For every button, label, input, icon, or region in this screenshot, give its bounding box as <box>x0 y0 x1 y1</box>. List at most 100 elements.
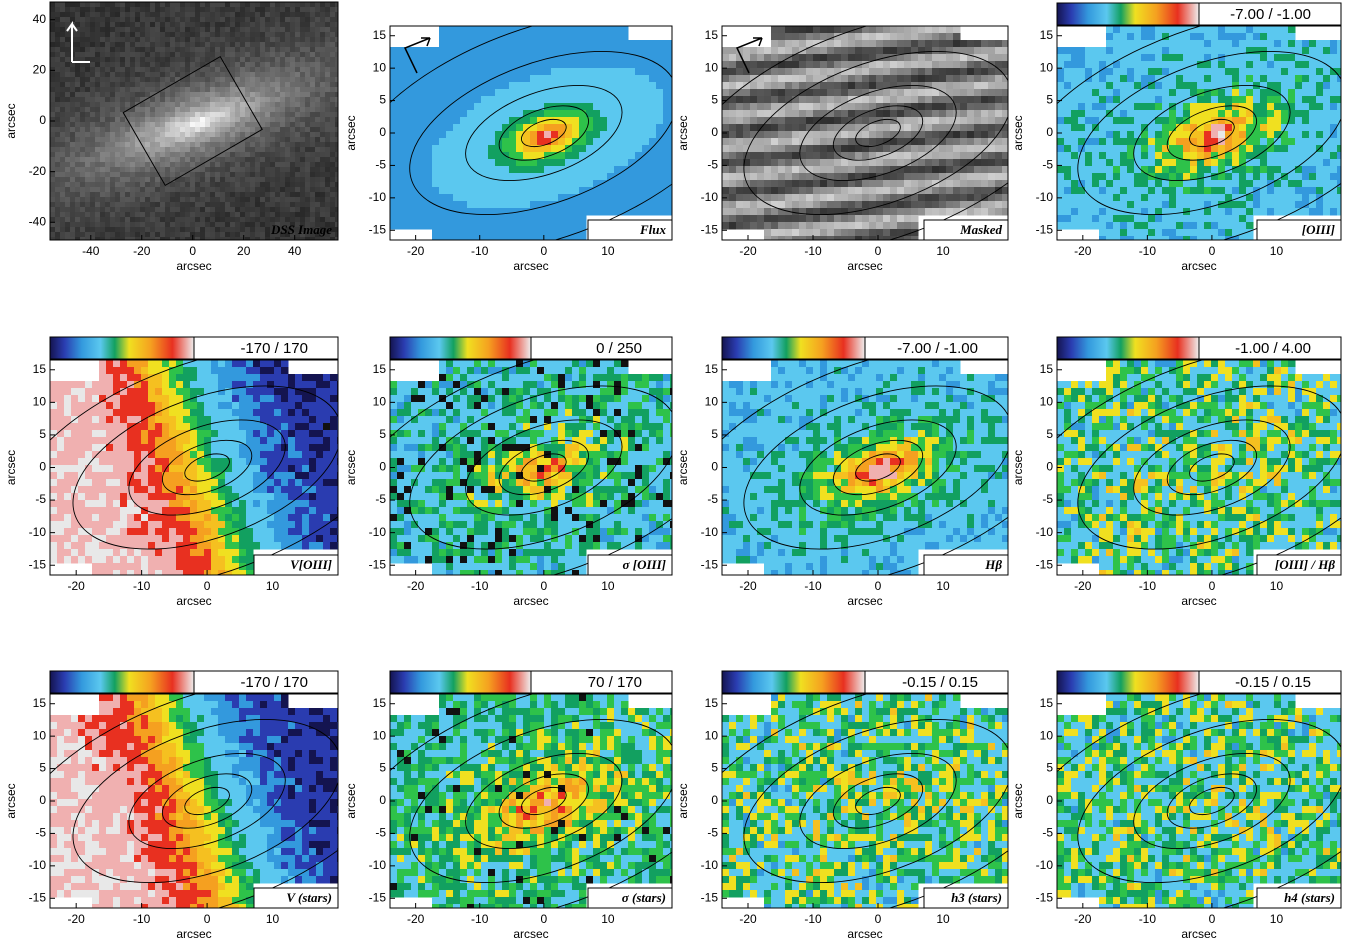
pixel <box>230 147 235 152</box>
spaxel <box>572 215 580 223</box>
pixel <box>140 162 145 167</box>
spaxel <box>621 124 629 132</box>
pixel <box>75 142 80 147</box>
pixel <box>75 227 80 232</box>
pixel <box>215 192 220 197</box>
pixel <box>275 97 280 102</box>
spaxel <box>558 131 566 139</box>
spaxel <box>621 173 629 181</box>
spaxel <box>841 173 849 181</box>
pixel <box>320 182 325 187</box>
pixel <box>195 127 200 132</box>
pixel <box>260 102 265 107</box>
pixel <box>320 142 325 147</box>
spaxel <box>621 40 629 48</box>
spaxel <box>995 187 1003 195</box>
spaxel <box>390 61 398 69</box>
spaxel <box>397 159 405 167</box>
spaxel <box>764 159 772 167</box>
pixel <box>200 32 205 37</box>
pixel <box>145 207 150 212</box>
spaxel <box>558 110 566 118</box>
spaxel <box>446 124 454 132</box>
pixel <box>190 12 195 17</box>
pixel <box>285 207 290 212</box>
spaxel <box>743 166 751 174</box>
pixel <box>105 72 110 77</box>
pixel <box>210 77 215 82</box>
spaxel <box>495 124 503 132</box>
pixel <box>255 12 260 17</box>
pixel <box>180 82 185 87</box>
pixel <box>100 2 105 7</box>
pixel <box>300 137 305 142</box>
spaxel <box>953 187 961 195</box>
pixel <box>215 7 220 12</box>
pixel <box>210 92 215 97</box>
spaxel <box>967 117 975 125</box>
spaxel <box>799 145 807 153</box>
spaxel <box>813 26 821 34</box>
spaxel <box>397 222 405 230</box>
pixel <box>265 52 270 57</box>
spaxel <box>565 229 573 237</box>
pixel <box>110 227 115 232</box>
spaxel <box>586 180 594 188</box>
pixel <box>285 47 290 52</box>
pixel <box>205 112 210 117</box>
spaxel <box>481 159 489 167</box>
pixel <box>320 2 325 7</box>
spaxel <box>467 187 475 195</box>
spaxel <box>827 166 835 174</box>
pixel <box>65 192 70 197</box>
pixel <box>50 67 55 72</box>
spaxel <box>925 103 933 111</box>
pixel <box>125 7 130 12</box>
pixel <box>175 57 180 62</box>
spaxel <box>488 47 496 55</box>
spaxel <box>495 152 503 160</box>
pixel <box>205 212 210 217</box>
pixel <box>55 57 60 62</box>
pixel <box>55 122 60 127</box>
pixel <box>215 92 220 97</box>
spaxel <box>446 89 454 97</box>
spaxel <box>848 159 856 167</box>
map <box>50 2 338 240</box>
pixel <box>280 217 285 222</box>
pixel <box>295 137 300 142</box>
pixel <box>120 217 125 222</box>
spaxel <box>918 180 926 188</box>
spaxel <box>883 40 891 48</box>
pixel <box>190 122 195 127</box>
spaxel <box>614 180 622 188</box>
spaxel <box>544 103 552 111</box>
pixel <box>290 232 295 237</box>
pixel <box>330 57 335 62</box>
spaxel <box>855 159 863 167</box>
pixel <box>210 2 215 7</box>
spaxel <box>502 110 510 118</box>
spaxel <box>586 75 594 83</box>
pixel <box>90 52 95 57</box>
pixel <box>195 122 200 127</box>
pixel <box>335 22 338 27</box>
pixel <box>335 202 338 207</box>
pixel <box>215 72 220 77</box>
spaxel <box>558 26 566 34</box>
spaxel <box>516 201 524 209</box>
pixel <box>275 172 280 177</box>
pixel <box>165 162 170 167</box>
pixel <box>185 237 190 240</box>
pixel <box>145 177 150 182</box>
pixel <box>260 142 265 147</box>
spaxel <box>841 180 849 188</box>
spaxel <box>453 40 461 48</box>
pixel <box>55 237 60 240</box>
pixel <box>335 227 338 232</box>
pixel <box>105 57 110 62</box>
spaxel <box>656 61 664 69</box>
spaxel <box>813 103 821 111</box>
spaxel <box>757 117 765 125</box>
pixel <box>235 92 240 97</box>
